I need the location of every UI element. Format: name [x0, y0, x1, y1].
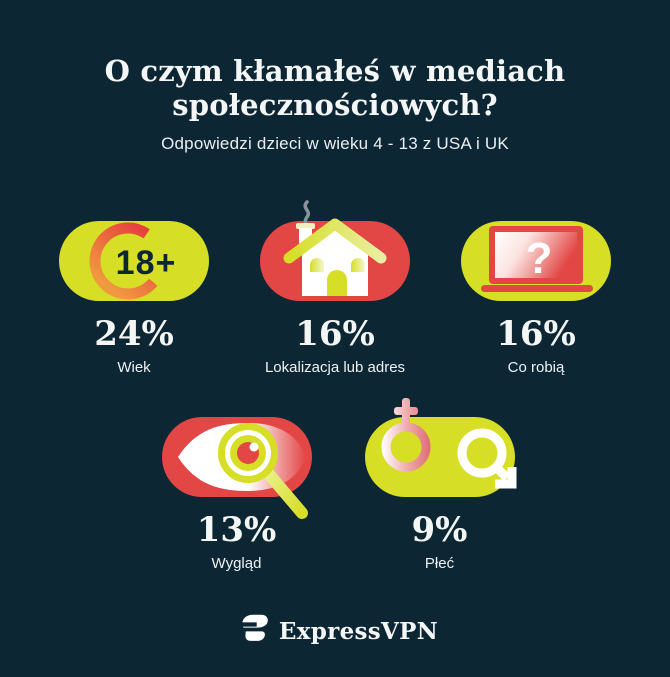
stat-item-age: 18+ 24% Wiek	[34, 201, 235, 375]
percent-value: 24%	[94, 314, 174, 354]
stat-label: Co robią	[507, 359, 565, 376]
18-plus-badge-icon: 18+	[49, 201, 219, 321]
gender-symbols-icon	[355, 397, 525, 517]
eye-magnifier-icon	[152, 397, 322, 519]
svg-text:18+: 18+	[116, 244, 177, 282]
brand-footer: ExpressVPN	[0, 611, 670, 652]
expressvpn-logo-icon	[232, 611, 270, 652]
header: O czym kłamałeś w mediach społecznościow…	[0, 54, 670, 154]
stat-label: Wiek	[117, 359, 151, 376]
stats-row-2: 13% Wygląd	[3, 397, 670, 571]
stat-label: Płeć	[424, 555, 455, 572]
percent-value: 16%	[295, 314, 375, 354]
house-icon	[250, 200, 420, 321]
stats-row-1: 18+ 24% Wiek	[0, 200, 670, 376]
stat-item-gender: 9% Płeć	[338, 397, 541, 571]
stat-item-activity: ? 16% Co robią	[436, 201, 637, 375]
title-line-1: O czym kłamałeś w mediach	[104, 54, 566, 88]
percent-value: 9%	[411, 510, 468, 550]
title-line-2: społecznościowych?	[172, 88, 498, 122]
stat-label: Wygląd	[211, 555, 262, 572]
stat-label: Lokalizacja lub adres	[264, 359, 406, 376]
stat-item-location: 16% Lokalizacja lub adres	[235, 200, 436, 376]
percent-value: 13%	[196, 510, 277, 550]
page-title: O czym kłamałeś w mediach społecznościow…	[0, 54, 670, 122]
expressvpn-wordmark: ExpressVPN	[278, 618, 439, 645]
laptop-question-icon: ?	[451, 201, 621, 321]
stat-item-appearance: 13% Wygląd	[135, 397, 338, 571]
svg-text:?: ?	[526, 234, 553, 283]
percent-value: 16%	[496, 314, 576, 354]
page-subtitle: Odpowiedzi dzieci w wieku 4 - 13 z USA i…	[161, 134, 509, 153]
